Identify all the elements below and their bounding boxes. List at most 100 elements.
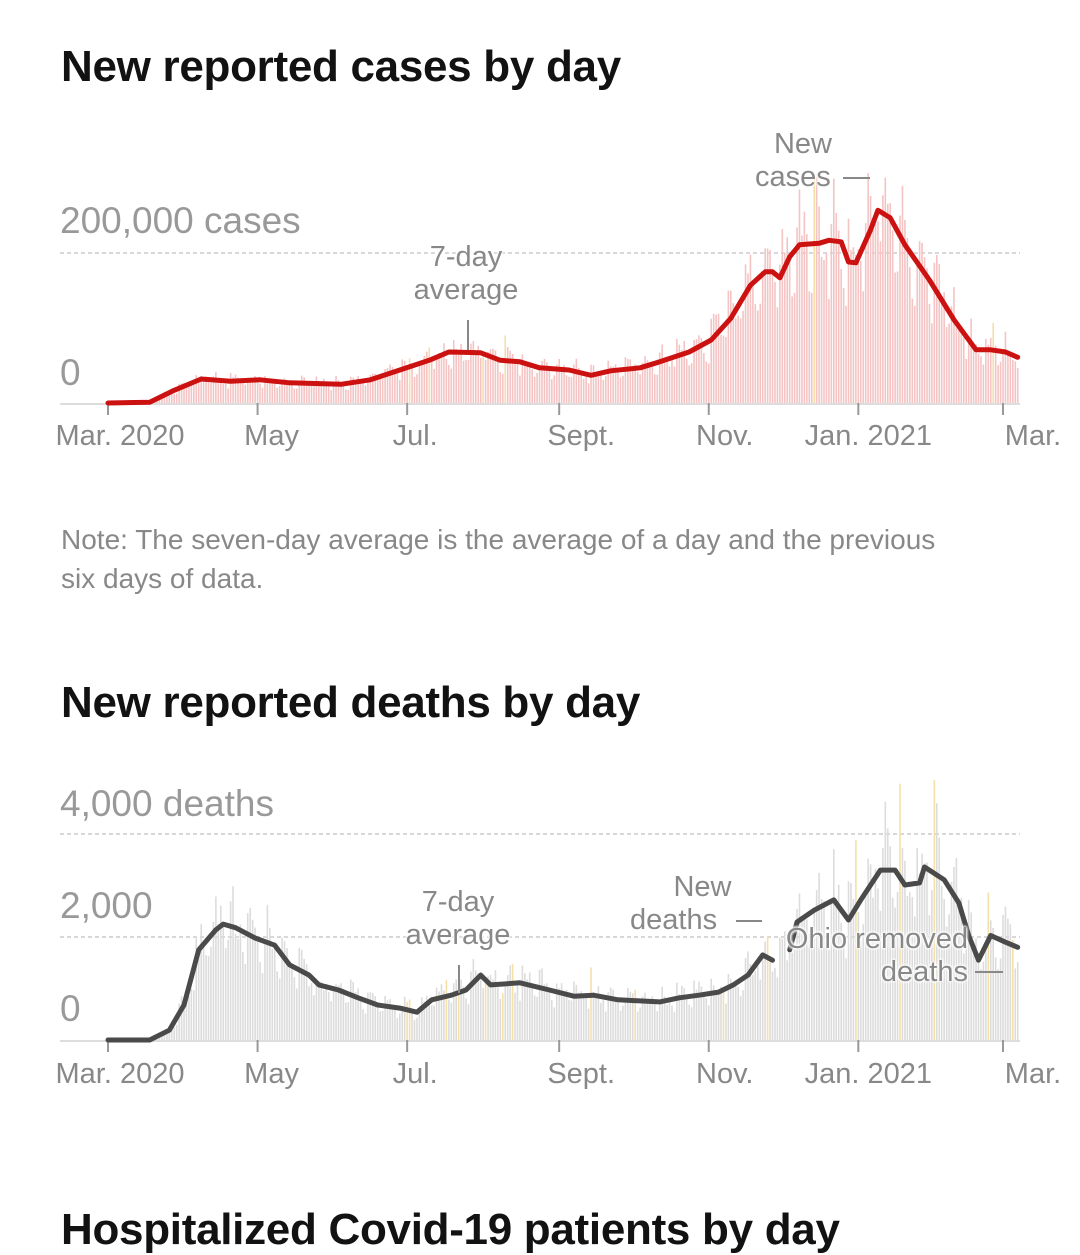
daily-bar [725, 337, 727, 403]
daily-bar [669, 367, 671, 403]
daily-bar [703, 994, 705, 1040]
daily-bar [384, 996, 386, 1040]
daily-bar [899, 784, 901, 1040]
daily-bar [747, 951, 749, 1040]
daily-bar [916, 259, 918, 403]
daily-bar [218, 379, 220, 403]
daily-bar [544, 359, 546, 403]
daily-bar [686, 359, 688, 403]
daily-bar [588, 383, 590, 403]
daily-bar [752, 975, 754, 1040]
daily-bar [894, 272, 896, 403]
daily-bar [509, 965, 511, 1040]
daily-bar [710, 319, 712, 403]
daily-bar [880, 241, 882, 403]
daily-bar [308, 986, 310, 1040]
daily-bar [399, 380, 401, 403]
daily-bar [1014, 361, 1016, 403]
daily-bar [401, 359, 403, 403]
daily-bar [176, 393, 178, 403]
daily-bar [926, 268, 928, 403]
daily-bar [360, 998, 362, 1040]
daily-bar [686, 998, 688, 1040]
daily-bar [588, 1009, 590, 1040]
daily-bar [1012, 360, 1014, 403]
daily-bar [576, 359, 578, 403]
daily-bar [992, 928, 994, 1040]
daily-bar [394, 371, 396, 403]
x-tick-label: Mar. [1005, 420, 1061, 453]
daily-bar [995, 346, 997, 403]
daily-bar [737, 987, 739, 1040]
daily-bar [892, 230, 894, 403]
daily-bar [448, 1000, 450, 1040]
daily-bar [208, 382, 210, 403]
daily-bar [732, 986, 734, 1040]
daily-bar [688, 365, 690, 403]
cases-bars-label-1: New [750, 128, 856, 161]
daily-bar [563, 991, 565, 1040]
daily-bar [227, 388, 229, 403]
daily-bar [531, 985, 533, 1040]
daily-bar [676, 339, 678, 403]
daily-bar [946, 327, 948, 403]
daily-bar [948, 324, 950, 403]
daily-bar [502, 993, 504, 1040]
daily-bar [561, 370, 563, 403]
daily-bar [750, 255, 752, 403]
daily-bar [394, 1005, 396, 1040]
daily-bar [600, 1003, 602, 1040]
x-tick-label: Sept. [547, 1058, 615, 1091]
daily-bar [534, 996, 536, 1040]
daily-bar [867, 173, 869, 403]
daily-bar [794, 293, 796, 403]
daily-bar [524, 362, 526, 403]
daily-bar [777, 307, 779, 403]
daily-bar [544, 984, 546, 1040]
daily-bar [902, 186, 904, 403]
daily-bar [590, 365, 592, 403]
daily-bar [639, 374, 641, 403]
daily-bar [907, 238, 909, 403]
daily-bar [968, 900, 970, 1040]
daily-bar [276, 388, 278, 403]
daily-bar [313, 386, 315, 403]
daily-bar [450, 1002, 452, 1040]
daily-bar [485, 360, 487, 403]
daily-bar [348, 1002, 350, 1040]
daily-bar [688, 1005, 690, 1040]
daily-bar [715, 993, 717, 1040]
daily-bar [728, 974, 730, 1040]
daily-bar [213, 922, 215, 1040]
daily-bar [706, 998, 708, 1040]
cases-avg-label-2: average [410, 274, 522, 307]
daily-bar [335, 984, 337, 1040]
daily-bar [549, 987, 551, 1040]
daily-bar [603, 1000, 605, 1040]
daily-bar [301, 376, 303, 403]
deaths-avg-label-2: average [402, 919, 514, 952]
daily-bar [458, 350, 460, 403]
daily-bar [610, 988, 612, 1040]
daily-bar [495, 970, 497, 1040]
daily-bar [620, 378, 622, 403]
daily-bar [1007, 354, 1009, 403]
daily-bar [850, 250, 852, 403]
daily-bar [450, 369, 452, 403]
daily-bar [656, 1011, 658, 1040]
daily-bar [345, 389, 347, 403]
daily-bar [995, 957, 997, 1040]
daily-bar [397, 1018, 399, 1040]
daily-bar [487, 352, 489, 403]
daily-bar [382, 379, 384, 403]
x-tick-label: Mar. [1005, 1058, 1061, 1091]
daily-bar [970, 912, 972, 1040]
daily-bar [222, 924, 224, 1040]
daily-bar [710, 979, 712, 1040]
daily-bar [718, 314, 720, 403]
next-section-title: Hospitalized Covid-19 patients by day [61, 1205, 840, 1255]
daily-bar [872, 227, 874, 403]
daily-bar [517, 985, 519, 1040]
x-tick-label: Jul. [393, 1058, 438, 1091]
daily-bar [350, 980, 352, 1040]
